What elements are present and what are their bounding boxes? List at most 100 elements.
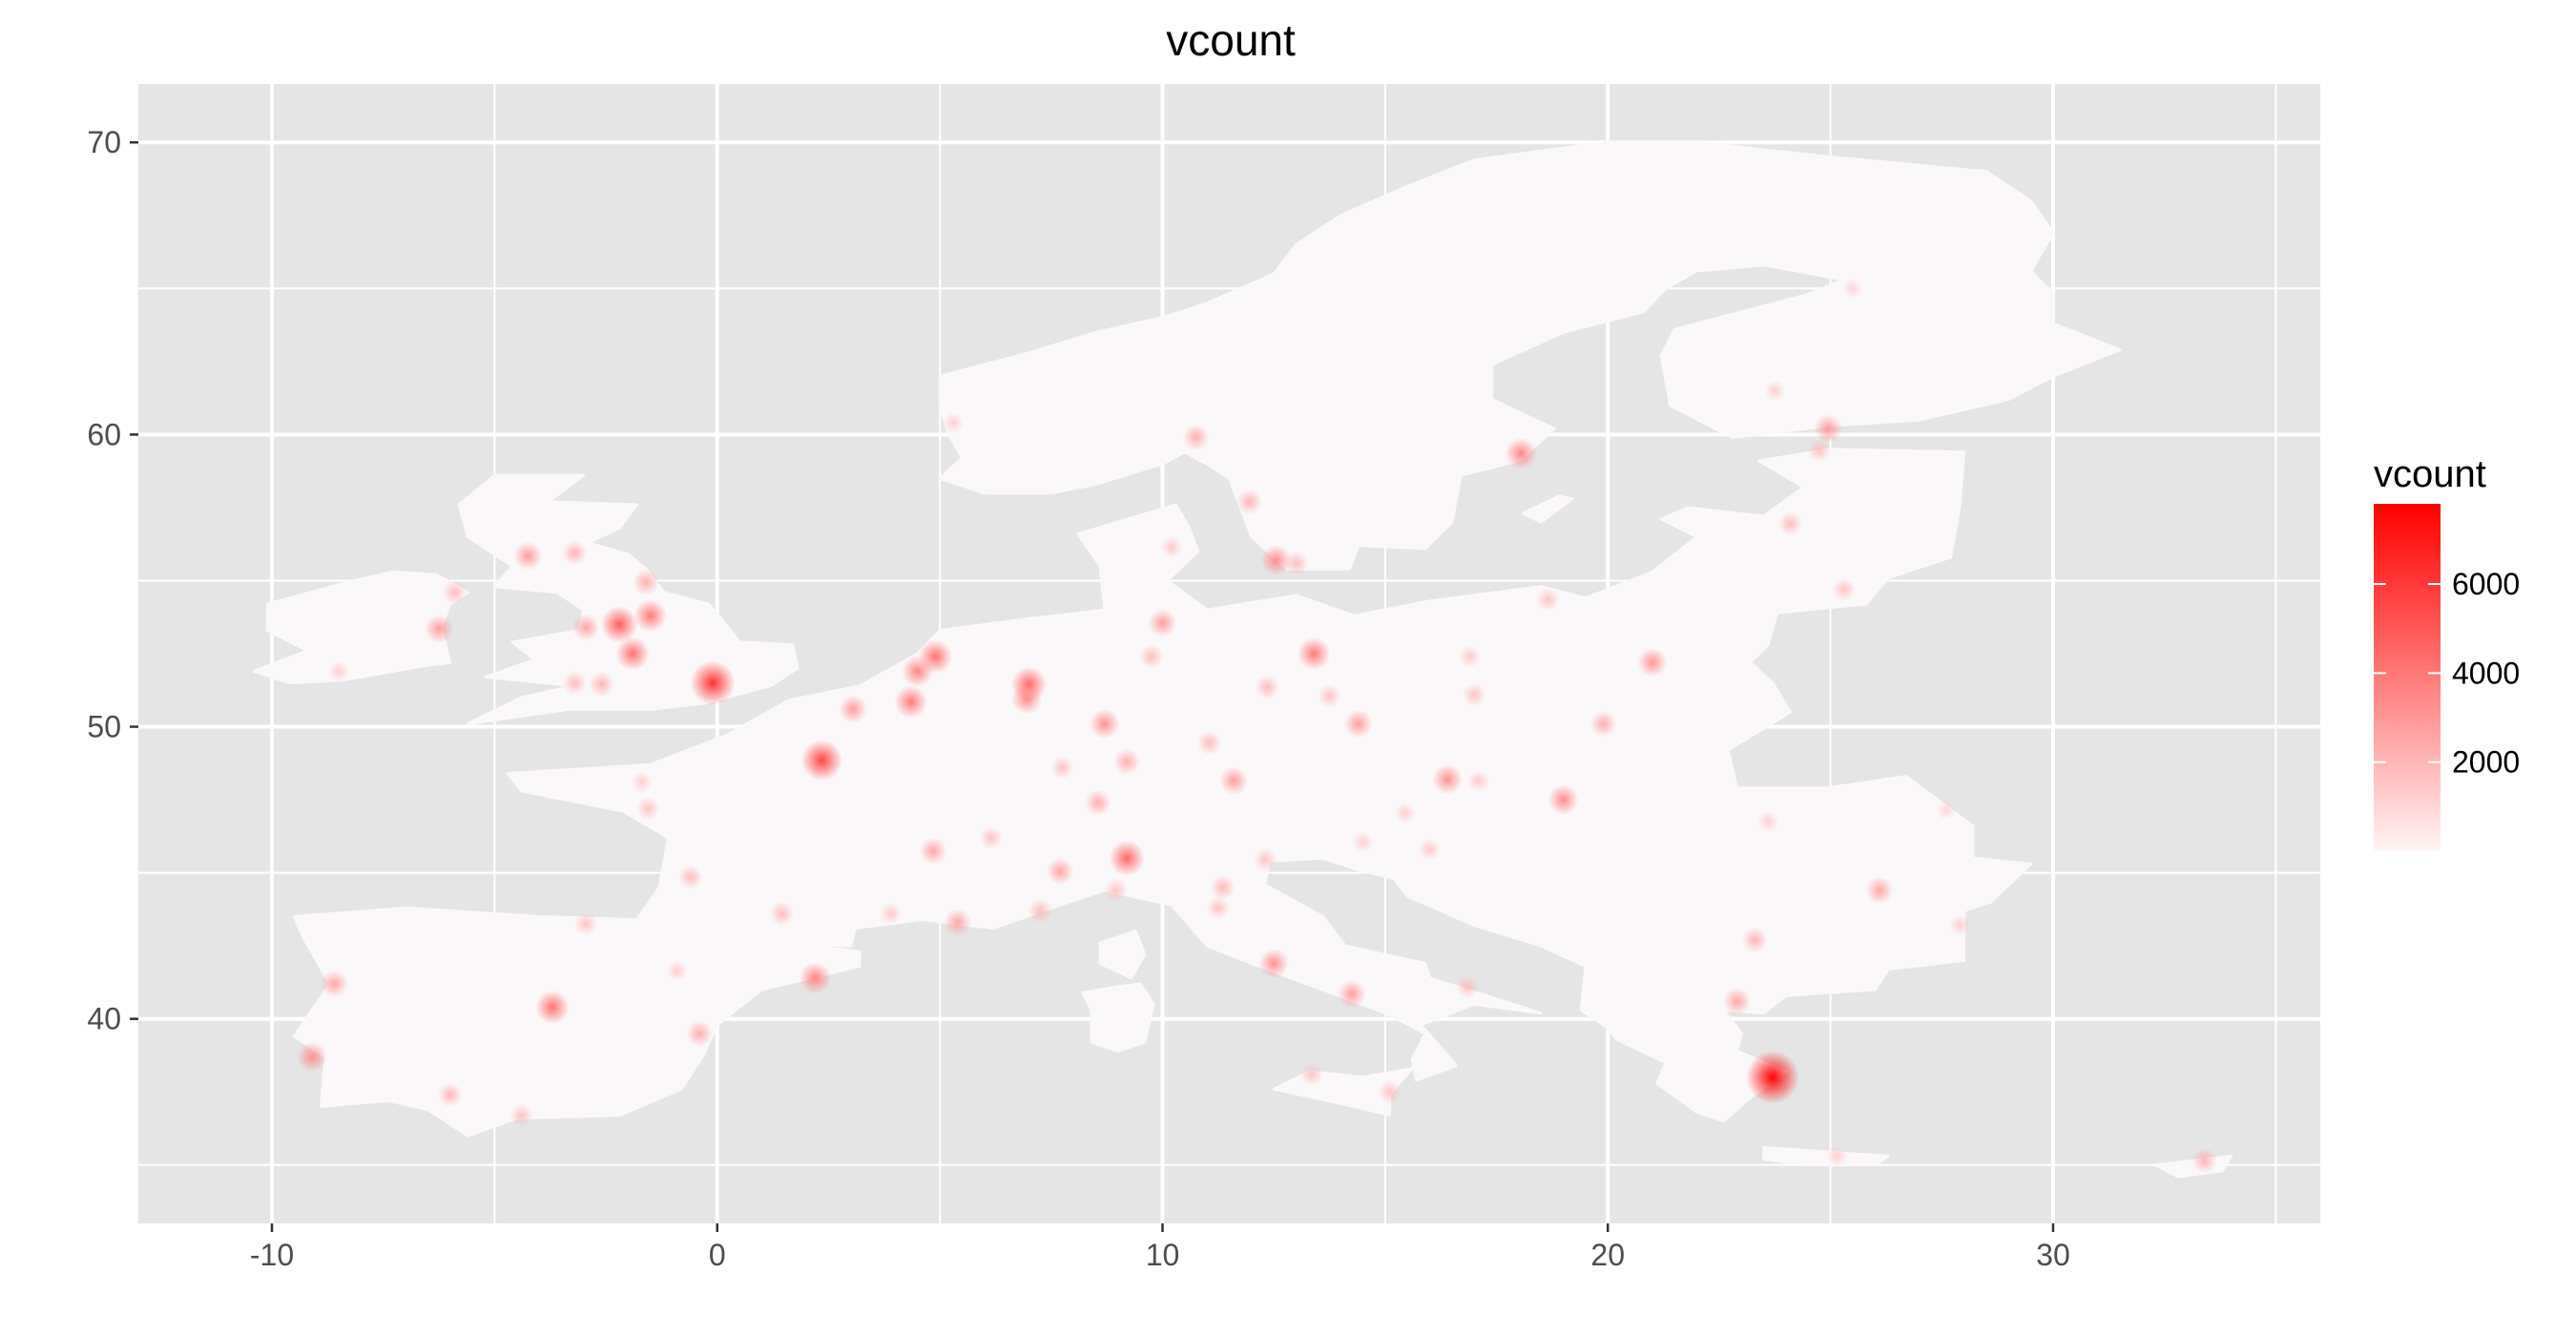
- hotspot-leeds: [634, 598, 668, 633]
- legend-label-2000: 2000: [2452, 745, 2520, 780]
- hotspot-nantes: [636, 797, 660, 821]
- hotspot-dresden: [1318, 684, 1341, 708]
- hotspot-vienna: [1432, 763, 1464, 795]
- hotspot-bratislava: [1467, 769, 1490, 792]
- legend-colorbar: [2374, 504, 2441, 851]
- y-tick-label-60: 60: [87, 417, 121, 451]
- legend-label-4000: 4000: [2452, 656, 2520, 690]
- hotspot-genoa: [1104, 878, 1128, 903]
- hotspot-leipzig: [1255, 675, 1279, 699]
- hotspot-thessaloniki: [1723, 987, 1752, 1015]
- hotspot-bucharest: [1865, 876, 1894, 905]
- hotspot-krakow: [1589, 710, 1617, 738]
- hotspot-warsaw: [1637, 647, 1668, 678]
- hotspot-stockholm: [1505, 437, 1537, 470]
- hotspot-poznan: [1458, 645, 1482, 668]
- hotspot-valencia: [686, 1020, 713, 1047]
- hotspot-turin: [1046, 857, 1074, 886]
- hotspot-zurich: [1084, 789, 1111, 817]
- hotspot-lisbon: [297, 1041, 327, 1073]
- hotspot-birmingham: [615, 637, 650, 671]
- hotspot-heraklion: [1826, 1145, 1848, 1167]
- hotspot-zaragoza: [666, 960, 688, 982]
- hotspot-rotterdam: [902, 655, 934, 688]
- hotspot-madrid: [535, 990, 570, 1025]
- x-tick-label-30: 30: [2036, 1238, 2070, 1272]
- x-tick-label-0: 0: [709, 1238, 726, 1272]
- hotspot-tampere: [1764, 380, 1786, 402]
- hotspot-nuremberg: [1196, 730, 1222, 756]
- hotspot-bergen: [943, 412, 965, 434]
- hotspot-budapest: [1548, 783, 1579, 816]
- hotspot-graz: [1394, 802, 1416, 824]
- hotspot-paris: [800, 739, 843, 782]
- y-tick-label-50: 50: [87, 710, 121, 744]
- hotspot-bilbao: [573, 911, 598, 936]
- hotspot-lille: [839, 695, 868, 724]
- legend-label-6000: 6000: [2452, 567, 2520, 601]
- region-scandinavia: [938, 140, 2122, 571]
- x-tick-label-20: 20: [1590, 1238, 1625, 1272]
- region-continental-europe: [506, 448, 2033, 1123]
- hotspot-bologna: [1210, 874, 1236, 900]
- hotspot-riga: [1777, 511, 1803, 536]
- hotspot-prague: [1343, 709, 1373, 739]
- land-regions: [252, 140, 2233, 1179]
- hotspot-iasi: [1936, 800, 1957, 821]
- hotspot-london: [690, 660, 736, 706]
- hotspot-sofia: [1741, 927, 1768, 953]
- hotspot-dublin: [425, 614, 454, 644]
- hotspot-munich: [1219, 766, 1249, 796]
- hotspot-varna: [1948, 914, 1971, 936]
- hotspot-marseille: [944, 908, 972, 937]
- hotspot-cardiff: [562, 670, 588, 696]
- hotspot-barcelona: [799, 962, 832, 994]
- hotspot-bordeaux: [677, 865, 703, 889]
- x-tick-label-10: -10: [250, 1238, 294, 1272]
- hotspot-hamburg: [1148, 608, 1177, 637]
- legend: vcount 2000 4000 6000: [2374, 453, 2520, 851]
- hotspot-gdansk: [1536, 588, 1560, 612]
- hotspot-malaga: [509, 1103, 533, 1127]
- hotspot-venice: [1253, 847, 1278, 872]
- hotspot-cork: [327, 660, 350, 682]
- hotspot-geneva: [979, 825, 1004, 850]
- hotspot-lyon: [919, 837, 947, 866]
- hotspot-aarhus: [1160, 535, 1183, 558]
- hotspot-vilnius: [1832, 577, 1856, 601]
- hotspot-cluj: [1757, 810, 1779, 833]
- hotspot-ljubljana: [1352, 831, 1374, 853]
- hotspot-bari: [1455, 974, 1480, 999]
- chart-title: vcount: [1166, 15, 1296, 65]
- hotspot-brussels: [894, 685, 928, 719]
- hotspot-athens: [1745, 1050, 1799, 1104]
- hotspot-copenhagen: [1260, 544, 1292, 576]
- hotspot-berlin: [1297, 637, 1331, 671]
- hotspot-cologne: [1010, 683, 1043, 715]
- x-tick-label-10: 10: [1146, 1238, 1180, 1272]
- hotspot-stuttgart: [1113, 748, 1141, 776]
- region-gotland: [1522, 494, 1574, 524]
- hotspot-oslo: [1182, 424, 1210, 451]
- hotspot-strasbourg: [1050, 756, 1074, 780]
- hotspot-belfast: [442, 579, 467, 605]
- hotspot-frankfurt: [1089, 708, 1120, 740]
- hotspot-rennes: [631, 771, 653, 793]
- hotspot-glasgow: [513, 541, 543, 571]
- hotspot-milan: [1109, 840, 1145, 876]
- hotspot-naples: [1337, 979, 1366, 1009]
- hotspot-gothenburg: [1236, 489, 1262, 515]
- hotspot-zagreb: [1418, 838, 1442, 861]
- hotspot-tallinn: [1807, 439, 1832, 463]
- hotspot-porto: [320, 970, 348, 998]
- hotspot-catania: [1378, 1080, 1402, 1104]
- hotspot-malmo: [1283, 551, 1309, 575]
- hotspot-helsinki: [1814, 414, 1843, 444]
- hotspot-florence: [1206, 896, 1231, 920]
- hotspot-wroclaw: [1462, 682, 1486, 707]
- hotspot-manchester: [600, 605, 638, 643]
- hotspot-nice: [1028, 898, 1052, 924]
- hotspot-hanover: [1139, 644, 1164, 669]
